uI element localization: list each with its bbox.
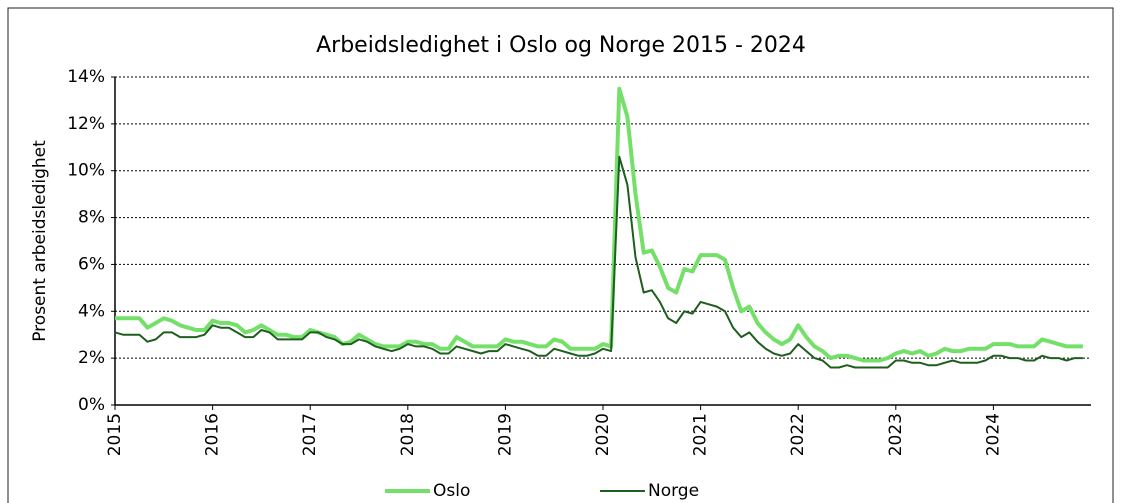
y-tick-label: 2% [78, 348, 105, 368]
x-tick-label: 2019 [495, 413, 515, 456]
legend-label: Norge [648, 481, 699, 501]
frame [7, 7, 1114, 503]
y-tick-label: 10% [67, 161, 105, 181]
x-tick-label: 2022 [788, 413, 808, 456]
y-tick-label: 12% [67, 114, 105, 134]
y-tick-label: 14% [67, 67, 105, 87]
legend-label: Oslo [433, 481, 470, 501]
x-tick-label: 2017 [300, 413, 320, 456]
x-tick-label: 2018 [398, 413, 418, 456]
x-tick-label: 2021 [691, 413, 711, 456]
x-tick-label: 2015 [105, 413, 125, 456]
x-tick-label: 2024 [983, 413, 1003, 456]
line-series [114, 155, 1083, 369]
y-tick-label: 0% [78, 395, 105, 415]
y-tick-label: 4% [78, 301, 105, 321]
y-axis-label: Prosent arbeidsledighet [30, 140, 50, 342]
chart-title: Arbeidsledighet i Oslo og Norge 2015 - 2… [316, 33, 806, 58]
x-tick-label: 2020 [593, 413, 613, 456]
x-tick-label: 2023 [886, 413, 906, 456]
x-tick-label: 2016 [203, 413, 223, 456]
y-tick-label: 6% [78, 254, 105, 274]
line-series [115, 86, 1083, 363]
y-tick-label: 8% [78, 208, 105, 228]
